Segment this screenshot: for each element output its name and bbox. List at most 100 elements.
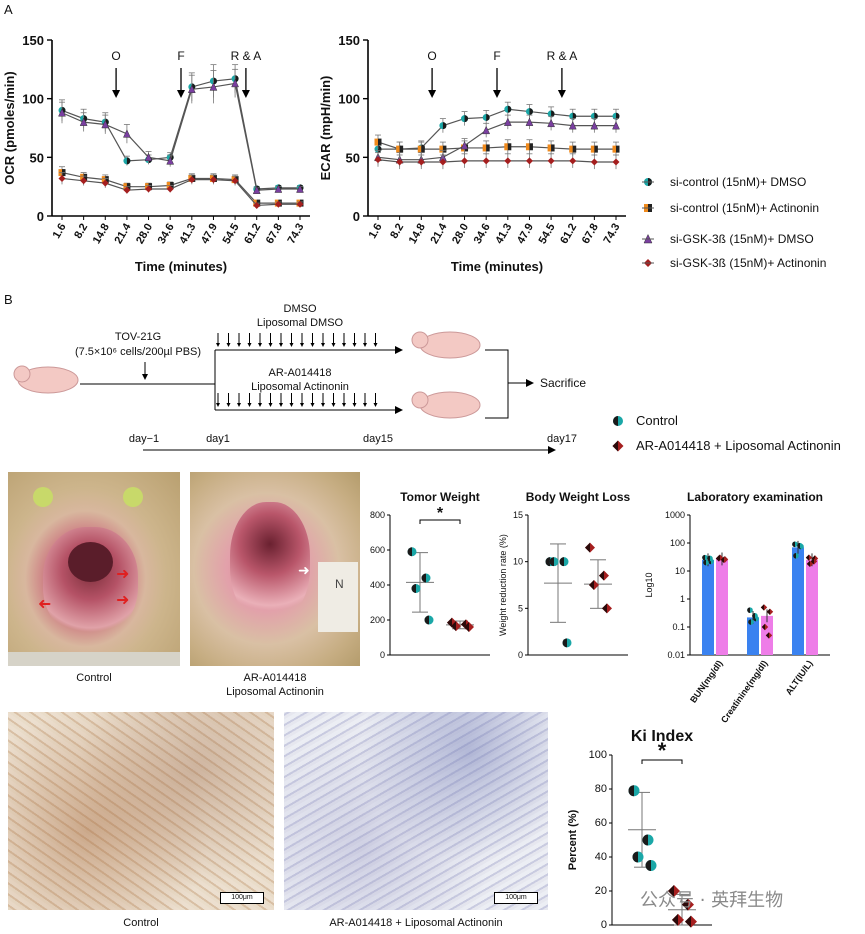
ocr-point [209, 82, 218, 91]
lab-point-half [747, 607, 750, 613]
ecar-annotation-arrowhead [428, 90, 437, 98]
ecar-point [568, 121, 577, 130]
ecar-annotation: R & A [547, 49, 578, 63]
ecar-point-half [594, 145, 598, 153]
ecar-point [482, 125, 491, 135]
ocr-x-tick-label: 28.0 [134, 222, 155, 247]
ecar-point-half [399, 145, 404, 153]
schema-dose-arrowhead [247, 403, 252, 407]
ocr-y-axis-label: OCR (pmoles/min) [2, 71, 17, 184]
ecar-point-half [442, 145, 447, 153]
tumor-point-half [407, 547, 412, 557]
ecar-point-half [507, 105, 512, 113]
ecar-point [612, 145, 616, 153]
schema-day-arrowhead [548, 446, 556, 454]
ecar-point [504, 157, 512, 165]
ecar-point [374, 138, 378, 146]
schema-dose-arrowhead [216, 343, 220, 347]
schema-dose-arrowhead [321, 343, 325, 347]
lab-x-tick-label: BUN(mg/dl) [688, 658, 725, 704]
legend-b-marker-treated-half [612, 440, 618, 452]
ocr-point [296, 184, 304, 193]
lab-point-half [806, 560, 810, 568]
mouse-photo-control: ➜ ➜ ➜ [8, 472, 180, 666]
ocr-point [58, 174, 66, 182]
tumor-y-tick-label: 600 [370, 545, 385, 555]
ecar-point [482, 157, 490, 165]
ki-point-half [672, 913, 678, 926]
ocr-point [123, 129, 131, 138]
ecar-point [417, 145, 422, 153]
ecar-y-tick-label: 100 [338, 92, 360, 107]
tumor-point-half [464, 622, 469, 632]
schema-arm2-label-1: AR-A014418 [269, 367, 332, 379]
panel-label-b: B [4, 292, 13, 307]
ecar-point [460, 141, 469, 150]
lab-point-half [703, 559, 706, 566]
schema-arm1-label-1: DMSO [284, 303, 317, 315]
schema-injection-arrowhead [142, 374, 148, 380]
lab-point-half [702, 554, 705, 561]
lab-x-tick-label: ALT(IU/L) [784, 658, 815, 696]
lab-point-half [707, 555, 710, 562]
ecar-point-half [551, 144, 555, 152]
lab-y-tick-label: 0.01 [667, 650, 685, 660]
lab-x-tick-label: Creatinine(mg/dl) [719, 658, 770, 724]
ecar-point-half [421, 145, 425, 153]
ki-y-tick-label: 40 [595, 851, 607, 863]
ecar-x-tick-label: 8.2 [388, 222, 406, 241]
schema-dose-arrowhead [226, 343, 231, 347]
ocr-point-half [83, 173, 88, 181]
ihc-control-caption: Control [123, 917, 159, 929]
ocr-point [58, 108, 66, 117]
ocr-point [188, 176, 196, 184]
mouse-icon [419, 391, 481, 419]
schema-dose-arrowhead [258, 403, 262, 407]
ecar-x-tick-label: 67.8 [580, 222, 601, 247]
ecar-point [612, 158, 620, 166]
ki-y-tick-label: 80 [595, 783, 607, 795]
ocr-point [253, 201, 261, 209]
schema-end-arrowhead [526, 379, 534, 387]
schema-dose-arrowhead [258, 343, 262, 347]
ecar-point [374, 156, 382, 164]
bwl-point-half [562, 638, 567, 648]
schema-cells: TOV-21G [115, 331, 161, 343]
ecar-point [547, 144, 552, 152]
ecar-point [590, 121, 599, 130]
ecar-point-half [572, 112, 577, 120]
schema-dose-arrowhead [268, 403, 273, 407]
schema-dose-arrowhead [352, 343, 357, 347]
schema-dose-arrowhead [289, 343, 294, 347]
ocr-x-axis-label: Time (minutes) [135, 259, 227, 274]
ocr-point [274, 200, 282, 208]
bwl-point-half [602, 603, 607, 614]
ecar-y-tick-label: 50 [346, 150, 360, 165]
ecar-x-tick-label: 28.0 [450, 222, 471, 247]
ecar-point-half [616, 145, 620, 153]
ecar-x-tick-label: 54.5 [537, 222, 558, 247]
schema-dose-arrowhead [342, 343, 346, 347]
lab-y-tick-label: 100 [670, 538, 685, 548]
lab-point-half [760, 604, 764, 611]
lab-point-half [810, 558, 814, 565]
ocr-point [80, 173, 84, 181]
lab-title: Laboratory examination [687, 490, 823, 504]
ecar-point [439, 158, 447, 166]
mouse-head-icon [411, 391, 429, 409]
schema-dose-arrowhead [268, 343, 273, 347]
ocr-x-tick-label: 14.8 [91, 222, 112, 247]
tumor-point-half [447, 617, 452, 628]
ecar-point [590, 145, 595, 153]
schema-merge [485, 349, 509, 419]
legend-b-marker-control-half [613, 416, 618, 426]
ocr-point [80, 177, 88, 185]
tumor-title: Tomor Weight [400, 490, 480, 504]
ecar-point [482, 144, 487, 152]
lab-point-half [765, 632, 769, 639]
ki-point-half [642, 834, 648, 846]
lab-point-half [761, 623, 765, 631]
ecar-point [612, 121, 620, 130]
ecar-x-tick-label: 1.6 [367, 222, 385, 241]
schema-dose-arrowhead [226, 403, 231, 407]
